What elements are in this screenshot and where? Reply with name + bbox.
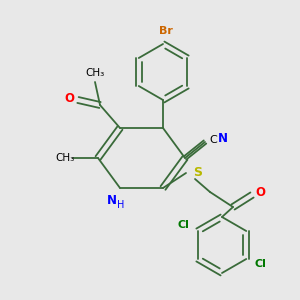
Text: H: H <box>117 200 125 210</box>
Text: N: N <box>107 194 117 206</box>
Text: S: S <box>194 167 202 179</box>
Text: Br: Br <box>159 26 173 36</box>
Text: N: N <box>218 131 228 145</box>
Text: Cl: Cl <box>178 220 190 230</box>
Text: O: O <box>255 187 265 200</box>
Text: Cl: Cl <box>254 259 266 269</box>
Text: C: C <box>209 135 217 145</box>
Text: O: O <box>64 92 74 104</box>
Text: CH₃: CH₃ <box>56 153 75 163</box>
Text: CH₃: CH₃ <box>85 68 105 78</box>
